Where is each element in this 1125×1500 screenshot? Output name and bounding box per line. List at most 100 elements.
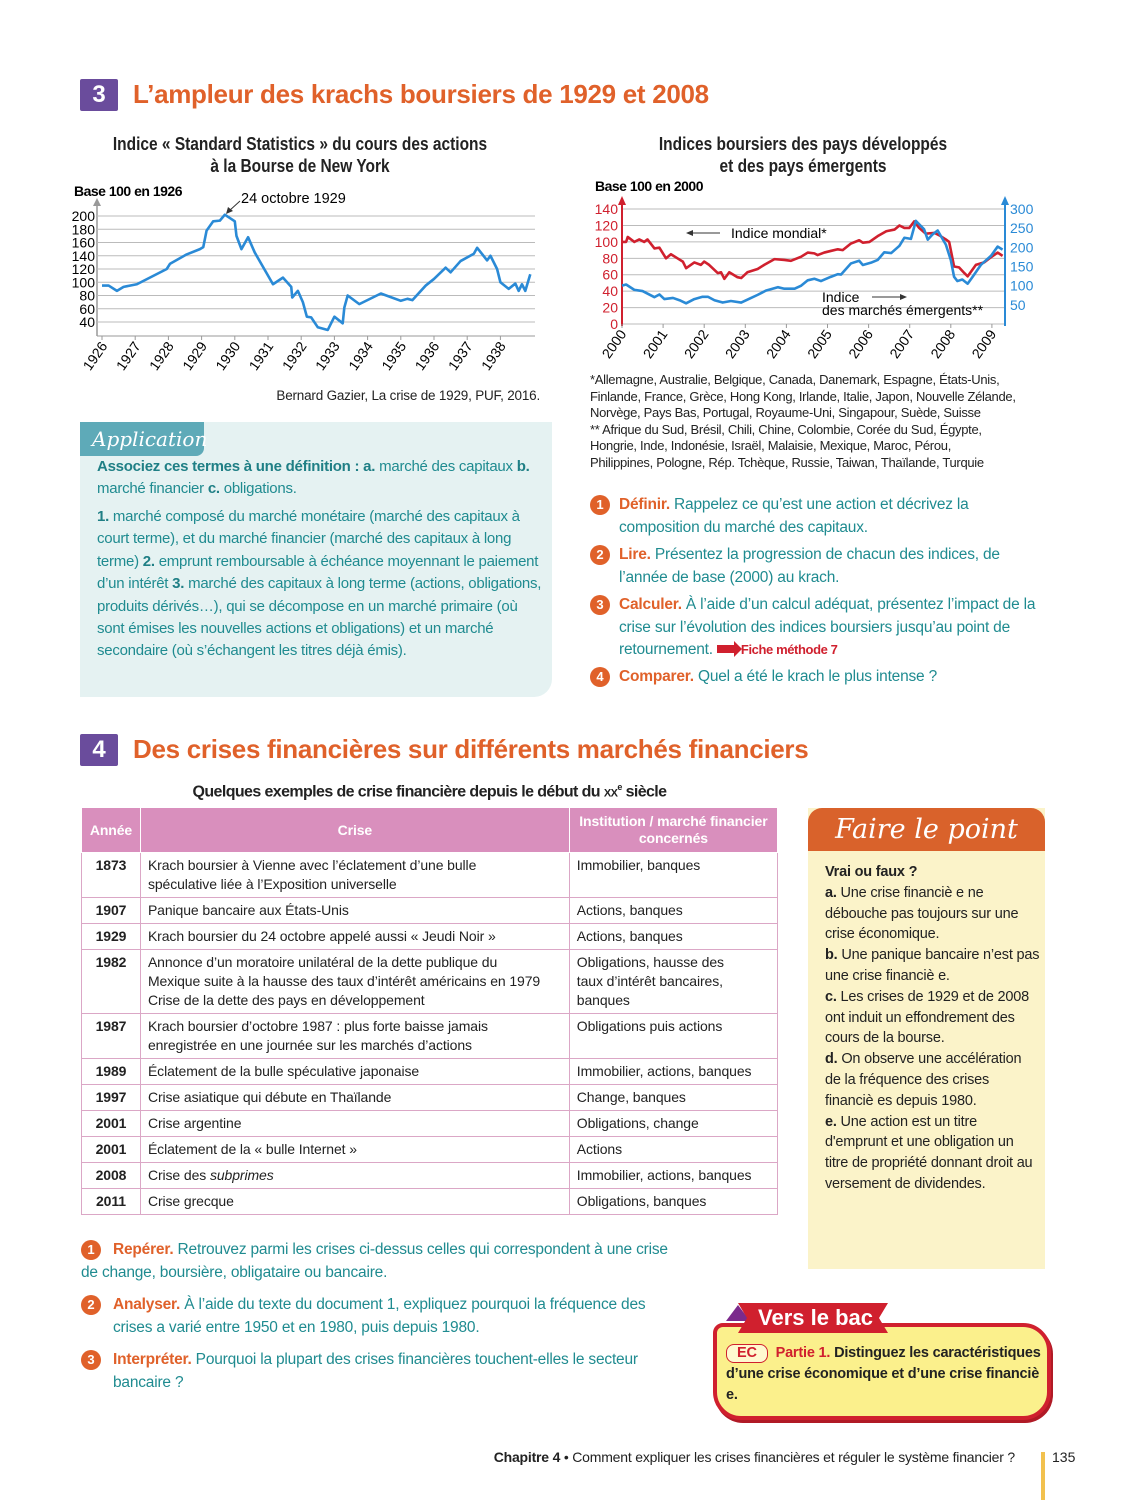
crisis-line: Crise argentine (147, 1115, 242, 1131)
footnote-line: Hongrie, Inde, Indonésie, Israël, Malais… (590, 438, 952, 454)
question: Lire. Présentez la progression de chacun… (619, 544, 1039, 589)
x-tick-label: 1932 (279, 338, 310, 373)
cell-crisis: Crise grecque (139, 1188, 570, 1215)
question-number-3: 3 (590, 595, 610, 615)
x-tick-label: 1929 (179, 338, 210, 373)
cell-crisis: Krach boursier d’octobre 1987 : plus for… (139, 1013, 570, 1059)
fiche-methode-link[interactable]: Fiche méthode 7 (740, 642, 838, 657)
table-row: 1982 Annonce d’un moratoire unilatéral de… (81, 949, 779, 1014)
cell-year: 1929 (81, 923, 141, 950)
bold-label: 1. (97, 508, 110, 525)
chart1-title-line: à la Bourse de New York (210, 156, 390, 176)
cell-crisis: Crise argentine (139, 1110, 570, 1137)
section-number-badge: 3 (80, 79, 118, 111)
cell-crisis: Krach boursier du 24 octobre appelé auss… (139, 923, 570, 950)
chart2-title-line: et des pays émergents (719, 156, 887, 176)
cell-institution: Immobilier, actions, banques (568, 1162, 779, 1189)
bold-label: Comparer. (619, 668, 694, 685)
partie-label: Partie 1. (775, 1345, 831, 1361)
table-header-row: Année Crise Institution / marché financi… (81, 807, 779, 853)
annotation-arrow-head-icon (226, 207, 233, 214)
y-right-tick-label: 250 (1010, 220, 1034, 236)
cell-crisis: Crise des subprimes (139, 1162, 570, 1189)
cell-crisis: Panique bancaire aux États-Unis (139, 897, 570, 924)
x-tick-label: 2009 (968, 326, 999, 361)
text-segment: Rappelez ce qu’est une action et décrive… (619, 496, 969, 536)
y-left-tick-label: 140 (595, 201, 619, 217)
institution-line: Obligations puis actions (576, 1018, 723, 1034)
footnote-line: Norvège, Pays Bas, Portugal, Royaume-Uni… (590, 405, 981, 421)
y-right-tick-label: 50 (1010, 297, 1026, 313)
cell-institution: Obligations, change (568, 1110, 779, 1137)
crisis-line: Crise de la dette des pays en développem… (147, 992, 425, 1008)
question-number-4: 4 (590, 667, 610, 687)
y-right-tick-label: 100 (1010, 278, 1034, 294)
cell-year: 1997 (81, 1084, 141, 1111)
series-line-sp-index (102, 213, 532, 332)
y-tick-label: 140 (72, 248, 96, 264)
institution-line: Immobilier, actions, banques (576, 1063, 752, 1079)
section-title: Des crises financières sur différents ma… (133, 734, 809, 764)
institution-line: Immobilier, banques (576, 857, 701, 873)
chart1-source: Bernard Gazier, La crise de 1929, PUF, 2… (240, 388, 540, 403)
bold-label: 2. (142, 552, 155, 570)
cell-institution: Change, banques (568, 1084, 779, 1111)
cell-institution: Immobilier, actions, banques (568, 1058, 779, 1085)
annotation-indice-mondial: Indice mondial* (731, 225, 827, 241)
table-row: 1987 Krach boursier d’octobre 1987 : plus… (81, 1013, 779, 1059)
cell-year: 2001 (81, 1136, 141, 1163)
page-number: 135 (1052, 1449, 1076, 1465)
bold-label: Interpréter. (113, 1351, 192, 1368)
y-left-tick-label: 0 (610, 316, 618, 332)
institution-line: Change, banques (576, 1089, 686, 1105)
y-right-tick-label: 200 (1010, 239, 1034, 255)
cell-year: 1907 (81, 897, 141, 924)
bold-label: Associez ces termes à une définition : a… (97, 458, 376, 475)
table-row: 2001 Crise argentine Obligations, change (81, 1110, 779, 1137)
table-row: 1907 Panique bancaire aux États-Unis Actio… (81, 897, 779, 924)
text-segment: marché composé du marché monétaire (marc… (97, 508, 520, 570)
annotation-24-octobre-1929: 24 octobre 1929 (241, 191, 346, 207)
crisis-line: Éclatement de la « bulle Internet » (147, 1141, 357, 1157)
y-right-tick-label: 300 (1010, 201, 1034, 217)
chart1-title: Indice « Standard Statistics » du cours … (94, 133, 507, 177)
cell-institution: Obligations, hausse des taux d’intérêt ba… (568, 949, 779, 1014)
cell-institution: Obligations, banques (568, 1188, 779, 1215)
table-row: 1989 Éclatement de la bulle spéculative j… (81, 1058, 779, 1085)
text-segment: Les crises de 1929 et de 2008 ont induit… (825, 988, 1030, 1047)
question: Définir. Rappelez ce qu’est une action e… (619, 494, 1039, 539)
x-tick-label: 1938 (478, 338, 509, 373)
y-tick-label: 180 (72, 221, 96, 237)
page-footer: Chapitre 4 • Comment expliquer les crise… (494, 1449, 1015, 1465)
x-tick-label: 1933 (312, 338, 343, 373)
bold-label: b. (825, 947, 838, 964)
cell-institution: Obligations puis actions (568, 1013, 779, 1059)
table-row: 2001 Éclatement de la « bulle Internet » A… (81, 1136, 779, 1163)
application-box (80, 422, 552, 697)
institution-line: Obligations, banques (576, 1193, 707, 1209)
bold-label: Calculer. (619, 596, 682, 613)
bold-label: 3. (172, 575, 185, 593)
crisis-line: Krach boursier à Vienne avec l’éclatemen… (147, 857, 477, 873)
institution-line: taux d’intérêt bancaires, (576, 973, 723, 989)
institution-line: Immobilier, actions, banques (576, 1167, 752, 1183)
question: Interpréter. Pourquoi la plupart des cri… (113, 1349, 673, 1394)
footnote-line: *Allemagne, Australie, Belgique, Canada,… (590, 372, 1000, 387)
vers-le-bac-title: Vers le bac (738, 1303, 888, 1333)
cell-year: 1982 (81, 949, 141, 1014)
y-tick-label: 120 (72, 261, 96, 277)
x-tick-label: 1935 (378, 338, 409, 373)
cell-institution: Actions, banques (568, 923, 779, 950)
footer-divider (1041, 1452, 1045, 1500)
y-tick-label: 80 (79, 288, 95, 304)
y-axis-arrow-icon (93, 198, 101, 206)
cell-institution: Actions (568, 1136, 779, 1163)
bold-label: d. (825, 1051, 838, 1068)
crisis-line: Panique bancaire aux États-Unis (147, 902, 349, 918)
application-instruction: Associez ces termes à une définition : a… (97, 456, 542, 501)
text-segment: Une action est un titre d'emprunt et une… (825, 1113, 1033, 1192)
question: Analyser. À l’aide du texte du document … (113, 1294, 673, 1339)
crisis-line: Mexique suite à la hausse des taux d’int… (147, 973, 541, 989)
y-left-tick-label: 100 (595, 234, 619, 250)
